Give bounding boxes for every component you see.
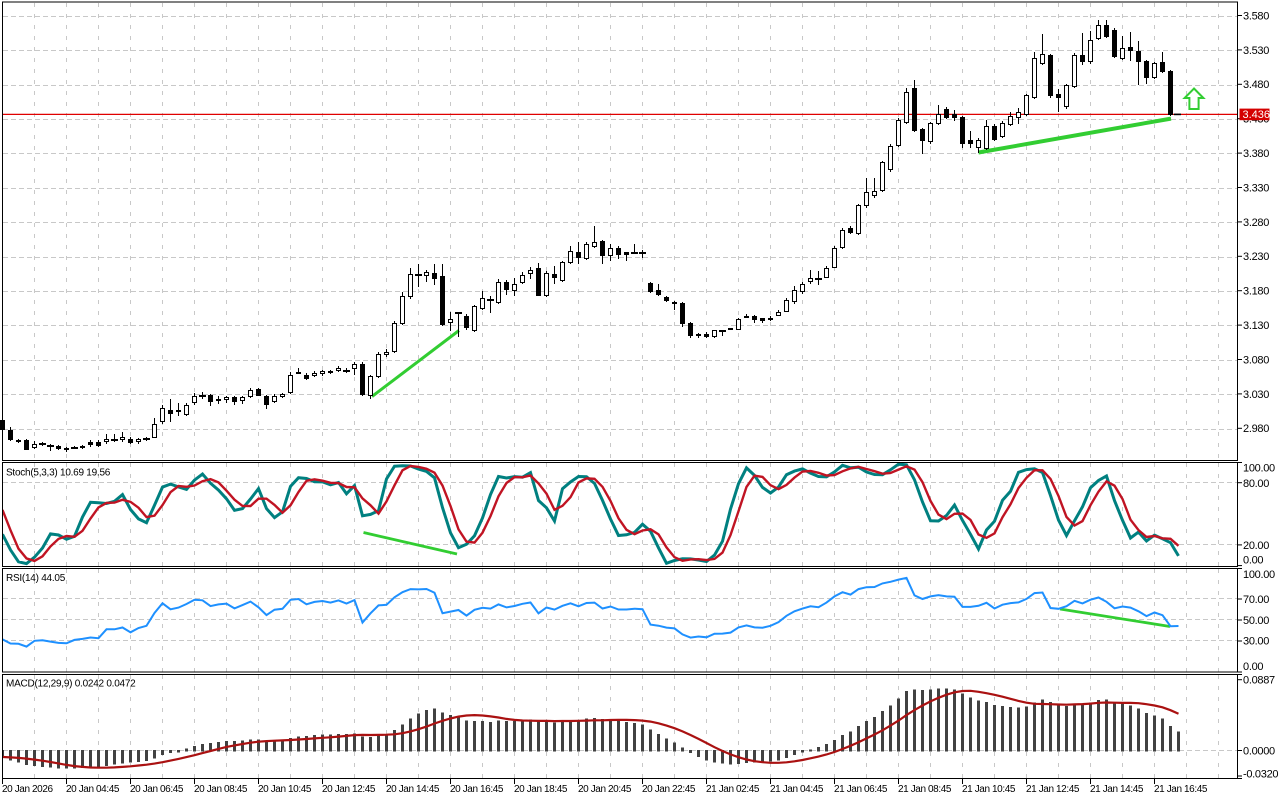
svg-text:21 Jan 06:45: 21 Jan 06:45 — [834, 784, 888, 795]
svg-text:3.230: 3.230 — [1243, 251, 1269, 263]
svg-text:3.130: 3.130 — [1243, 320, 1269, 332]
svg-text:0.0887: 0.0887 — [1243, 675, 1275, 687]
svg-text:0.0000: 0.0000 — [1243, 745, 1275, 757]
svg-text:20 Jan 2026: 20 Jan 2026 — [2, 784, 53, 795]
svg-text:0.00: 0.00 — [1243, 555, 1263, 567]
svg-text:21 Jan 14:45: 21 Jan 14:45 — [1090, 784, 1144, 795]
svg-text:20 Jan 20:45: 20 Jan 20:45 — [578, 784, 632, 795]
svg-text:21 Jan 10:45: 21 Jan 10:45 — [962, 784, 1016, 795]
svg-text:3.380: 3.380 — [1243, 148, 1269, 160]
svg-text:21 Jan 04:45: 21 Jan 04:45 — [770, 784, 824, 795]
svg-text:0.00: 0.00 — [1243, 661, 1263, 673]
svg-text:100.00: 100.00 — [1243, 569, 1275, 581]
svg-text:20 Jan 18:45: 20 Jan 18:45 — [514, 784, 568, 795]
svg-text:3.180: 3.180 — [1243, 286, 1269, 298]
svg-text:20.00: 20.00 — [1243, 540, 1269, 552]
svg-text:3.030: 3.030 — [1243, 389, 1269, 401]
svg-text:100.00: 100.00 — [1243, 462, 1275, 474]
svg-text:21 Jan 12:45: 21 Jan 12:45 — [1026, 784, 1080, 795]
svg-text:3.330: 3.330 — [1243, 182, 1269, 194]
svg-text:3.480: 3.480 — [1243, 79, 1269, 91]
svg-text:3.436: 3.436 — [1243, 109, 1271, 121]
svg-text:20 Jan 14:45: 20 Jan 14:45 — [386, 784, 440, 795]
svg-text:-0.0320: -0.0320 — [1243, 768, 1278, 780]
svg-text:3.080: 3.080 — [1243, 354, 1269, 366]
svg-text:3.280: 3.280 — [1243, 217, 1269, 229]
svg-text:2.980: 2.980 — [1243, 423, 1269, 435]
svg-text:21 Jan 02:45: 21 Jan 02:45 — [706, 784, 760, 795]
svg-text:20 Jan 08:45: 20 Jan 08:45 — [194, 784, 248, 795]
svg-text:30.00: 30.00 — [1243, 636, 1269, 648]
svg-text:21 Jan 08:45: 21 Jan 08:45 — [898, 784, 952, 795]
svg-text:Stoch(5,3,3) 10.69 19.56: Stoch(5,3,3) 10.69 19.56 — [6, 468, 111, 479]
svg-text:50.00: 50.00 — [1243, 615, 1269, 627]
svg-text:20 Jan 10:45: 20 Jan 10:45 — [258, 784, 312, 795]
svg-text:3.530: 3.530 — [1243, 45, 1269, 57]
svg-text:20 Jan 06:45: 20 Jan 06:45 — [130, 784, 184, 795]
svg-text:20 Jan 22:45: 20 Jan 22:45 — [642, 784, 696, 795]
svg-text:20 Jan 12:45: 20 Jan 12:45 — [322, 784, 376, 795]
svg-text:RSI(14) 44.05: RSI(14) 44.05 — [6, 573, 66, 584]
svg-text:20 Jan 16:45: 20 Jan 16:45 — [450, 784, 504, 795]
svg-text:20 Jan 04:45: 20 Jan 04:45 — [66, 784, 120, 795]
svg-text:3.580: 3.580 — [1243, 10, 1269, 22]
svg-text:80.00: 80.00 — [1243, 478, 1269, 490]
svg-text:21 Jan 16:45: 21 Jan 16:45 — [1154, 784, 1208, 795]
svg-text:70.00: 70.00 — [1243, 594, 1269, 606]
svg-text:MACD(12,29,9) 0.0242 0.0472: MACD(12,29,9) 0.0242 0.0472 — [6, 679, 136, 690]
